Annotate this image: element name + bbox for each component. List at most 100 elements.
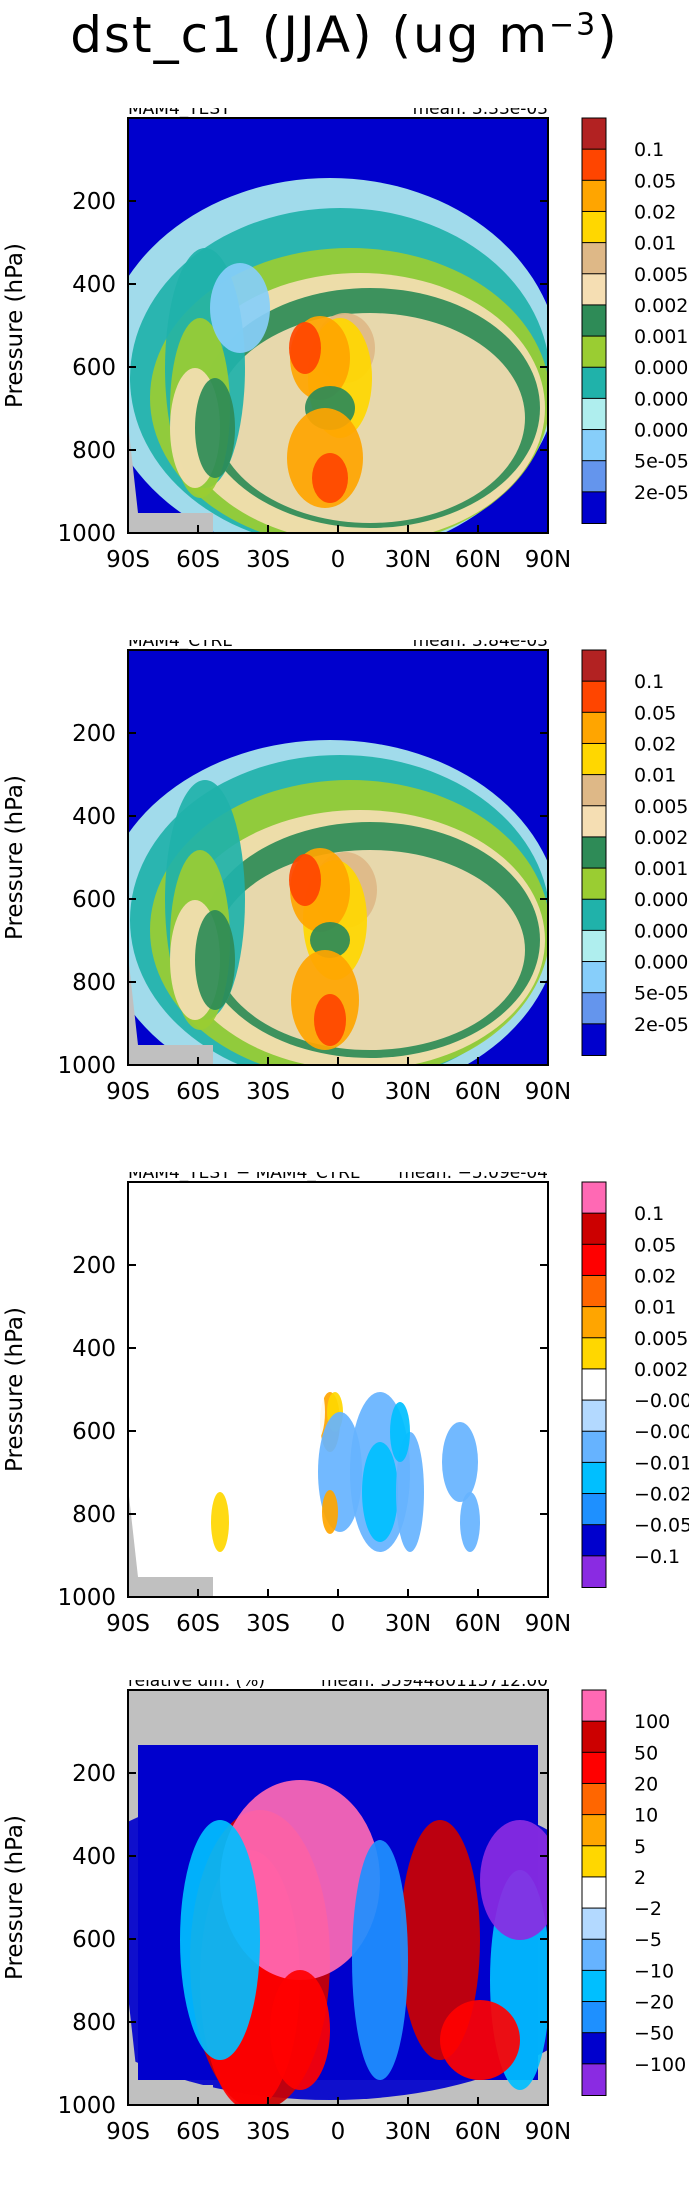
colorbar-swatch bbox=[581, 2063, 607, 2097]
y-tick-label: 600 bbox=[72, 1419, 116, 1445]
colorbar-label: 5e-05 bbox=[634, 451, 689, 473]
colorbar-swatch bbox=[581, 1845, 607, 1878]
colorbar-swatch bbox=[581, 2032, 607, 2065]
x-tick-label: 60N bbox=[455, 1611, 501, 1637]
x-tick-label: 30N bbox=[385, 2119, 431, 2145]
colorbar-swatch bbox=[581, 1461, 607, 1495]
contour-blob-12 bbox=[390, 1402, 410, 1462]
colorbar-label: 0.005 bbox=[634, 1328, 688, 1350]
colorbar-swatch bbox=[581, 273, 607, 306]
panel-title-right: mean: 3.84e-03 bbox=[413, 640, 548, 651]
colorbar-swatch bbox=[581, 242, 607, 275]
colorbar-swatch bbox=[581, 1876, 607, 1910]
y-tick-label: 800 bbox=[72, 970, 116, 996]
colorbar-label: −5 bbox=[634, 1929, 662, 1951]
colorbar-label: −20 bbox=[634, 1992, 674, 2014]
figure-title-close: ) bbox=[597, 6, 619, 64]
colorbar-label: 0.01 bbox=[634, 233, 676, 255]
colorbar-label: −2 bbox=[634, 1898, 662, 1920]
panel-test: MAM4_TEST mean: 3.33e-03 200 400 600 800 1000 P… bbox=[0, 108, 689, 638]
colorbar-label: 2e-05 bbox=[634, 1014, 689, 1036]
colorbar-label: 2e-05 bbox=[634, 482, 689, 504]
contour-blob-16 bbox=[195, 910, 235, 1010]
y-tick-label: 1000 bbox=[57, 1585, 116, 1611]
colorbar-swatch bbox=[581, 1306, 607, 1339]
x-tick-label: 90S bbox=[106, 547, 150, 573]
colorbar-label: −0.05 bbox=[634, 1515, 689, 1537]
colorbar-swatch bbox=[581, 1814, 607, 1847]
colorbar-label: 0.002 bbox=[634, 827, 688, 849]
colorbar-swatch bbox=[581, 1555, 607, 1589]
colorbar-label: 0.005 bbox=[634, 796, 688, 818]
colorbar-swatch bbox=[581, 867, 607, 901]
x-tick-label: 60S bbox=[176, 1611, 220, 1637]
x-tick-label: 0 bbox=[331, 1611, 346, 1637]
chart-3-group: relative diff. (%) mean: 5594480115712.00… bbox=[2, 1680, 686, 2145]
colorbar-swatch bbox=[581, 1969, 607, 2003]
colorbar-label: 0.05 bbox=[634, 1234, 676, 1256]
contour-blob-8 bbox=[460, 1492, 480, 1552]
colorbar-label: 0.02 bbox=[634, 1265, 676, 1287]
x-tick-label: 90N bbox=[525, 2119, 571, 2145]
contour-blob-9 bbox=[289, 854, 321, 906]
colorbar-label: 5 bbox=[634, 1836, 646, 1858]
panel-reldiff: relative diff. (%) mean: 5594480115712.00… bbox=[0, 1680, 689, 2210]
panel-ctrl: MAM4_CTRL mean: 3.84e-03 200 400 600 800 1000 P… bbox=[0, 640, 689, 1170]
y-tick-label: 200 bbox=[72, 721, 116, 747]
y-tick-label: 1000 bbox=[57, 1053, 116, 1079]
colorbar-label: 0.01 bbox=[634, 765, 676, 787]
colorbar-swatch bbox=[581, 304, 607, 338]
colorbar-swatch bbox=[581, 1907, 607, 1941]
panel-title-right: mean: −5.09e-04 bbox=[398, 1172, 548, 1183]
colorbar-label: 10 bbox=[634, 1805, 658, 1827]
colorbar-swatch bbox=[581, 210, 607, 244]
colorbar-swatch bbox=[581, 2001, 607, 2034]
x-tick-label: 0 bbox=[331, 1079, 346, 1105]
colorbar-label: −0.002 bbox=[634, 1390, 689, 1412]
y-tick-label: 600 bbox=[72, 1927, 116, 1953]
colorbar-swatch bbox=[581, 898, 607, 932]
y-axis-label: Pressure (hPa) bbox=[2, 243, 28, 408]
colorbar-swatch bbox=[581, 335, 607, 369]
contour-blob-9 bbox=[289, 322, 321, 374]
colorbar-swatch bbox=[581, 1689, 607, 1723]
y-tick-label: 800 bbox=[72, 438, 116, 464]
x-tick-label: 60S bbox=[176, 547, 220, 573]
colorbar-label: −0.005 bbox=[634, 1421, 689, 1443]
colorbar-swatch bbox=[581, 1181, 607, 1215]
x-tick-label: 0 bbox=[331, 2119, 346, 2145]
chart-1-group: MAM4_CTRL mean: 3.84e-03 200 400 600 800 1000 P… bbox=[2, 640, 689, 1105]
topography-mask bbox=[128, 423, 213, 533]
colorbar-label: 2 bbox=[634, 1867, 646, 1889]
x-tick-label: 30S bbox=[246, 547, 290, 573]
y-axis-label: Pressure (hPa) bbox=[2, 1815, 28, 1980]
y-tick-label: 400 bbox=[72, 1844, 116, 1870]
x-tick-label: 30N bbox=[385, 1611, 431, 1637]
colorbar-label: 0.1 bbox=[634, 1203, 664, 1225]
x-tick-label: 90N bbox=[525, 1079, 571, 1105]
contour-field bbox=[128, 1382, 570, 1597]
colorbar-label: 0.0002 bbox=[634, 388, 689, 410]
contour-blob-10 bbox=[310, 922, 350, 958]
x-tick-label: 90N bbox=[525, 547, 571, 573]
colorbar-label: 0.001 bbox=[634, 858, 688, 880]
topography-mask bbox=[128, 1487, 213, 1597]
panel-title-left: MAM4_CTRL bbox=[128, 640, 232, 651]
chart-diff: MAM4_TEST − MAM4_CTRL mean: −5.09e-04 200 4… bbox=[2, 1172, 689, 1637]
colorbar-label: 100 bbox=[634, 1711, 670, 1733]
y-tick-label: 200 bbox=[72, 1253, 116, 1279]
colorbar-label: −100 bbox=[634, 2054, 686, 2076]
colorbar-label: 0.05 bbox=[634, 170, 676, 192]
colorbar-swatch bbox=[581, 460, 607, 493]
colorbar-label: 0.002 bbox=[634, 295, 688, 317]
colorbar-label: −0.1 bbox=[634, 1546, 680, 1568]
colorbar-label: 0.0001 bbox=[634, 952, 689, 974]
contour-blob-11 bbox=[550, 1462, 570, 1542]
panel-title-left: MAM4_TEST bbox=[128, 108, 231, 119]
contour-blob-9 bbox=[440, 2000, 520, 2080]
y-tick-label: 200 bbox=[72, 189, 116, 215]
topography-mask bbox=[128, 1995, 213, 2105]
y-axis-label: Pressure (hPa) bbox=[2, 775, 28, 940]
